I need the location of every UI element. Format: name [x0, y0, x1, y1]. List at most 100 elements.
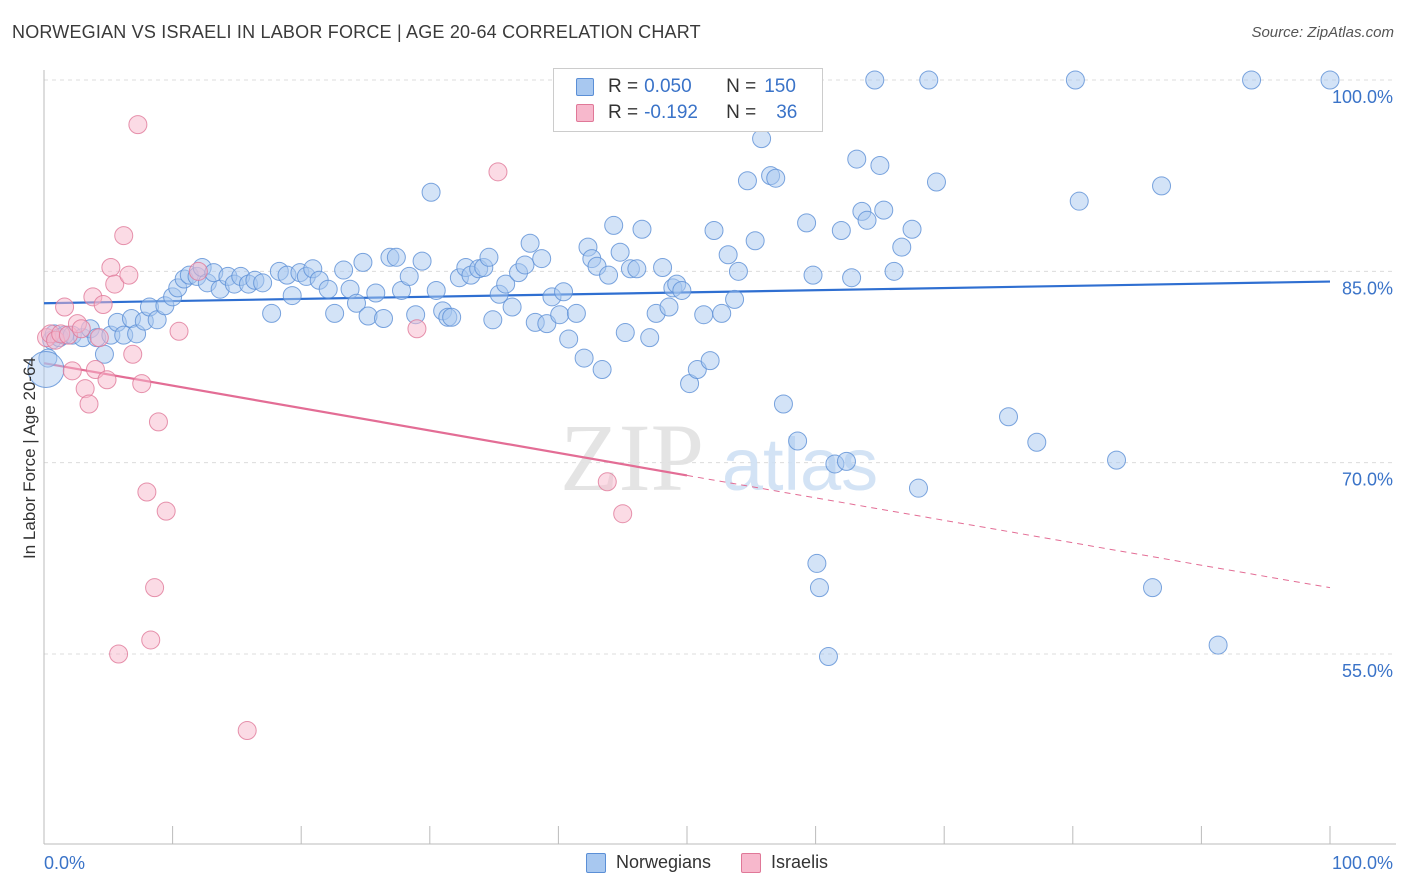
data-points [27, 70, 1340, 741]
israeli-point [407, 319, 427, 339]
norwegian-point [592, 360, 612, 380]
legend-n-value-norwegians: 150 [764, 76, 796, 97]
norwegian-point [700, 351, 720, 371]
norwegian-point [599, 265, 619, 285]
legend-row-israelis: R = -0.192 N = 36 [576, 101, 797, 125]
norwegian-point [797, 213, 817, 233]
norwegian-point [712, 303, 732, 323]
legend-n-value-israelis: 36 [776, 102, 798, 123]
norwegian-point [532, 249, 552, 269]
israeli-point [141, 630, 161, 650]
norwegian-point [831, 221, 851, 241]
norwegian-point [38, 348, 58, 368]
israeli-trend-extension [686, 474, 1331, 589]
norwegian-point [1143, 578, 1163, 598]
norwegian-point [874, 200, 894, 220]
norwegian-point [479, 247, 499, 267]
norwegian-point [325, 303, 345, 323]
israeli-point [597, 472, 617, 492]
norwegian-point [1065, 70, 1085, 90]
norwegian-point [483, 310, 503, 330]
norwegian-point [346, 293, 366, 313]
norwegian-point [1320, 70, 1340, 90]
norwegian-point [659, 297, 679, 317]
norwegian-point [892, 237, 912, 257]
israeli-point [89, 328, 109, 348]
israeli-point [145, 578, 165, 598]
norwegian-point [752, 129, 772, 149]
norwegian-point [857, 210, 877, 230]
norwegian-point [836, 451, 856, 471]
y-axis-label: In Labor Force | Age 20-64 [20, 357, 39, 559]
norwegian-point [559, 329, 579, 349]
legend-row-norwegians: R = 0.050 N = 150 [576, 75, 796, 99]
stats-legend: R = 0.050 N = 150 R = -0.192 N = 36 [553, 68, 823, 132]
norwegian-point [737, 171, 757, 191]
norwegian-point [334, 260, 354, 280]
legend-item-norwegians[interactable]: Norwegians [586, 852, 711, 873]
norwegian-point [610, 242, 630, 262]
norwegian-point [745, 231, 765, 251]
tick-labels: 100.0% 85.0% 70.0% 55.0% 0.0% 100.0% [44, 87, 1393, 873]
norwegian-point [632, 219, 652, 239]
israeli-point [188, 261, 208, 281]
israeli-point [613, 504, 633, 524]
norwegian-point [502, 297, 522, 317]
norwegian-point [672, 280, 692, 300]
legend-swatch-norwegians [576, 78, 594, 96]
israeli-point [169, 321, 189, 341]
norwegian-point [496, 274, 516, 294]
legend-r-label: R = [608, 102, 639, 123]
norwegian-point [653, 258, 673, 278]
legend-item-israelis[interactable]: Israelis [741, 852, 828, 873]
legend-label-norwegians: Norwegians [616, 852, 712, 872]
norwegian-point [1208, 635, 1228, 655]
israeli-point [109, 644, 129, 664]
grid-lines [44, 79, 1396, 655]
norwegian-point [788, 431, 808, 451]
norwegian-point [412, 251, 432, 271]
norwegian-point [386, 247, 406, 267]
norwegian-point [1027, 432, 1047, 452]
norwegian-point [718, 245, 738, 265]
x-tick-label: 0.0% [44, 853, 85, 873]
norwegian-point [803, 265, 823, 285]
norwegian-point [870, 155, 890, 175]
israeli-point [105, 274, 125, 294]
israeli-point [97, 370, 117, 390]
norwegian-point [366, 283, 386, 303]
norwegian-point [908, 478, 928, 498]
israeli-trend-line [43, 362, 688, 477]
y-tick-label: 85.0% [1342, 278, 1393, 298]
israeli-point [132, 374, 152, 394]
norwegian-point [262, 303, 282, 323]
israeli-point [114, 226, 134, 246]
legend-r-label: R = [608, 76, 639, 97]
israeli-point [93, 294, 113, 314]
norwegian-point [353, 252, 373, 272]
norwegian-point [865, 70, 885, 90]
norwegian-point [520, 233, 540, 253]
israeli-point [55, 297, 75, 317]
norwegian-point [773, 394, 793, 414]
legend-r-value-norwegians: 0.050 [644, 76, 692, 97]
israeli-point [71, 319, 91, 339]
legend-swatch-norwegians [586, 852, 606, 873]
norwegian-point [421, 182, 441, 202]
legend-n-label: N = [726, 76, 757, 97]
y-tick-label: 55.0% [1342, 661, 1393, 681]
norwegian-point [253, 273, 273, 293]
norwegian-point [574, 348, 594, 368]
norwegian-point [515, 255, 535, 275]
legend-swatch-israelis [576, 104, 594, 122]
legend-swatch-israelis [741, 852, 762, 873]
y-tick-label: 100.0% [1332, 87, 1393, 107]
norwegian-point [884, 261, 904, 281]
norwegian-point [926, 172, 946, 192]
israeli-point [137, 482, 157, 502]
norwegian-point [627, 259, 647, 279]
norwegian-point [318, 279, 338, 299]
norwegian-point [847, 149, 867, 169]
legend-n-label: N = [726, 102, 757, 123]
